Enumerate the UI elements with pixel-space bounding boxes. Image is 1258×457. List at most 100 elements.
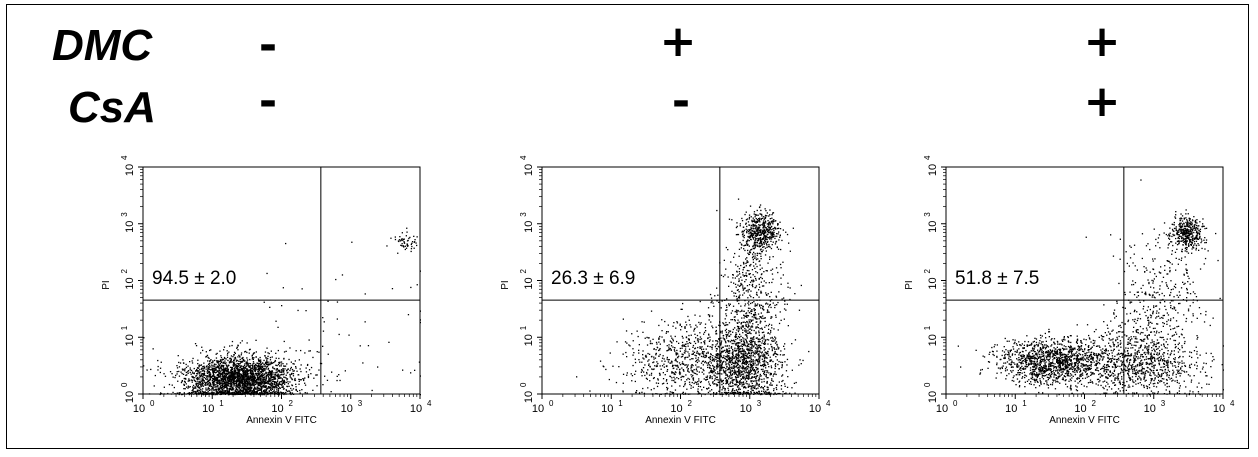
event-point [254, 369, 256, 371]
event-point [253, 376, 256, 378]
event-point [259, 368, 261, 370]
event-point [755, 326, 757, 328]
event-point [707, 337, 709, 340]
event-point [268, 371, 270, 373]
event-point [280, 365, 282, 367]
event-point [697, 357, 700, 359]
y-tick-exponent: 3 [120, 212, 129, 217]
event-point [274, 385, 277, 387]
event-point [191, 371, 194, 373]
event-point [416, 284, 418, 286]
event-point [232, 389, 234, 391]
event-point [266, 374, 268, 377]
event-point [250, 373, 253, 375]
event-point [192, 389, 194, 391]
event-point [744, 362, 746, 364]
event-point [231, 368, 233, 370]
event-point [209, 378, 211, 380]
event-point [735, 359, 737, 361]
event-point [244, 378, 247, 380]
event-point [690, 374, 692, 376]
event-point [187, 371, 189, 373]
event-point [401, 245, 403, 247]
event-point [283, 376, 285, 378]
event-point [402, 239, 404, 241]
event-point [775, 337, 777, 339]
event-point [163, 393, 165, 395]
event-point [302, 378, 304, 380]
event-point [685, 364, 687, 366]
event-point [771, 384, 773, 386]
event-point [277, 373, 279, 376]
event-point [740, 326, 742, 328]
event-point [236, 388, 238, 390]
event-point [223, 390, 225, 392]
event-point [720, 354, 722, 356]
event-point [653, 356, 655, 358]
event-point [254, 377, 256, 380]
event-point [749, 393, 751, 395]
event-point [253, 367, 255, 369]
event-point [793, 382, 796, 384]
event-point [714, 393, 716, 395]
event-point [257, 384, 259, 386]
event-point [289, 373, 291, 376]
event-point [243, 377, 245, 379]
event-point [250, 364, 252, 367]
event-point [212, 392, 214, 395]
event-point [622, 353, 624, 355]
event-point [714, 378, 716, 380]
event-point [262, 373, 264, 375]
event-point [691, 376, 693, 378]
event-point [239, 383, 241, 385]
event-point [718, 390, 720, 392]
event-point [234, 382, 236, 384]
event-point [303, 379, 305, 382]
event-point [404, 245, 407, 247]
event-point [662, 372, 664, 374]
event-point [239, 373, 241, 375]
event-point [694, 354, 696, 356]
event-point [267, 372, 269, 374]
event-point [240, 361, 242, 364]
event-point [773, 328, 775, 330]
event-point [714, 383, 716, 385]
event-point [647, 352, 649, 355]
event-point [747, 348, 749, 350]
event-point [248, 362, 250, 365]
event-point [194, 343, 197, 345]
event-point [655, 382, 658, 384]
event-point [759, 373, 761, 376]
event-point [295, 383, 297, 385]
event-point [244, 367, 246, 369]
event-point [263, 367, 265, 369]
event-point [650, 372, 653, 374]
event-point [766, 380, 768, 383]
event-point [636, 330, 638, 332]
event-point [768, 348, 770, 350]
event-point [256, 392, 258, 394]
x-tick-label: 10 [410, 403, 422, 415]
event-point [663, 358, 665, 360]
event-point [730, 361, 732, 363]
event-point [681, 375, 683, 377]
event-point [778, 392, 780, 395]
event-point [238, 360, 240, 362]
event-point [208, 392, 211, 395]
event-point [260, 377, 262, 379]
event-point [407, 314, 410, 316]
event-point [771, 327, 773, 329]
event-point [257, 372, 259, 374]
event-point [239, 355, 241, 357]
event-point [789, 392, 791, 394]
event-point [254, 370, 256, 372]
event-point [743, 375, 745, 377]
event-point [228, 383, 230, 385]
event-point [746, 392, 749, 394]
event-point [743, 314, 745, 316]
event-point [740, 345, 742, 347]
event-point [716, 378, 718, 381]
event-point [648, 374, 651, 376]
event-point [704, 393, 706, 396]
